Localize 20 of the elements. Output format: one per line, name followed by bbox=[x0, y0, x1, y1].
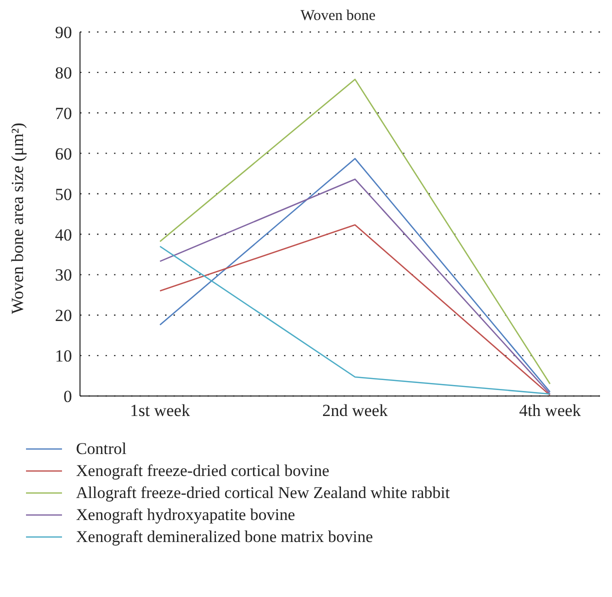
y-tick-label: 20 bbox=[55, 306, 72, 326]
y-tick-label: 50 bbox=[55, 184, 72, 204]
legend-label: Control bbox=[76, 439, 126, 459]
y-tick-label: 10 bbox=[55, 346, 72, 366]
x-tick-label: 2nd week bbox=[322, 401, 388, 420]
y-tick-label: 90 bbox=[55, 23, 72, 42]
legend-label: Xenograft demineralized bone matrix bovine bbox=[76, 527, 373, 547]
legend-label: Allograft freeze-dried cortical New Zealand white rabbit bbox=[76, 483, 450, 503]
y-tick-label: 30 bbox=[55, 266, 72, 285]
y-tick-label: 60 bbox=[55, 144, 72, 164]
y-tick-label: 40 bbox=[55, 225, 72, 244]
legend-label: Xenograft freeze-dried cortical bovine bbox=[76, 461, 330, 481]
x-tick-label: 1st week bbox=[130, 401, 190, 420]
y-axis-title: Woven bone area size (μm²) bbox=[8, 122, 28, 314]
legend-label: Xenograft hydroxyapatite bovine bbox=[76, 505, 296, 525]
y-tick-label: 0 bbox=[64, 387, 72, 406]
y-tick-label: 70 bbox=[55, 104, 72, 123]
x-tick-label: 4th week bbox=[519, 401, 582, 420]
chart-title: Woven bone bbox=[300, 8, 376, 24]
y-tick-label: 80 bbox=[55, 63, 72, 82]
